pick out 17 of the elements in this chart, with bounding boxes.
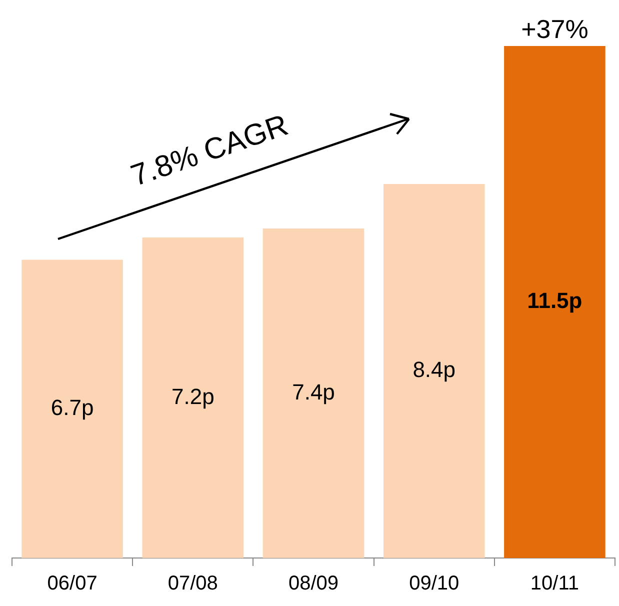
x-tick-label: 10/11 — [530, 572, 579, 595]
annotation: +37% — [521, 14, 588, 44]
data-label: 11.5p — [527, 288, 582, 314]
bar — [22, 260, 123, 558]
data-label: 7.4p — [292, 379, 335, 404]
bar — [262, 228, 364, 558]
x-tick-label: 08/09 — [288, 572, 339, 595]
data-label: 7.2p — [171, 384, 214, 409]
bar — [504, 46, 606, 558]
x-tick-label: 09/10 — [409, 572, 460, 595]
data-label: 8.4p — [412, 357, 456, 382]
annotation: 7.8% CAGR — [126, 108, 292, 193]
bar — [142, 237, 244, 558]
bar — [383, 184, 485, 558]
x-tick-label: 06/07 — [47, 572, 98, 595]
data-label: 6.7p — [50, 394, 94, 420]
x-tick-label: 07/08 — [168, 572, 218, 595]
